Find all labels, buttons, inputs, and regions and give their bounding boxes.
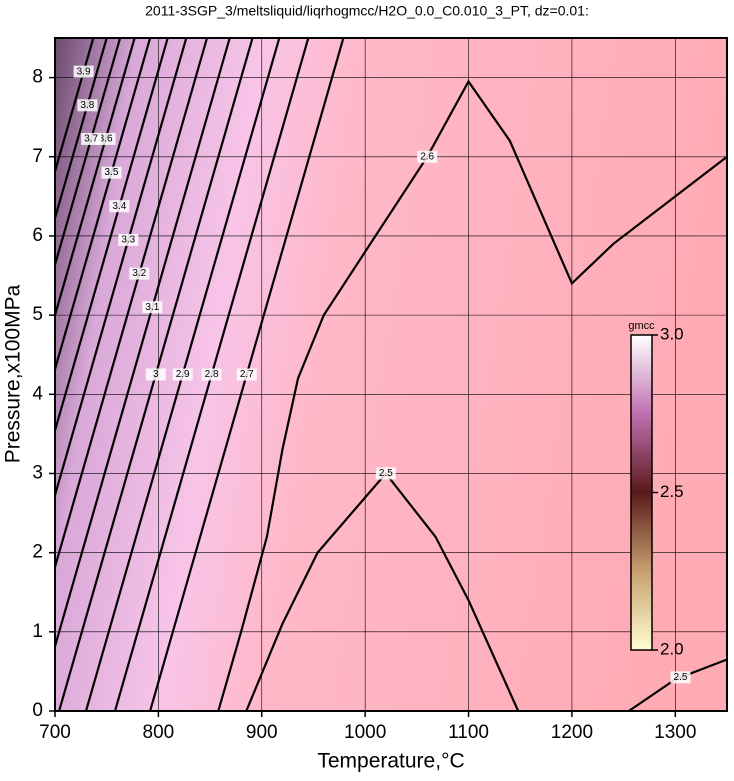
plot-background: [55, 38, 727, 711]
y-tick-label: 6: [32, 225, 43, 246]
contour-label: 2.5: [379, 468, 393, 479]
contour-label: 2.7: [240, 369, 254, 380]
contour-line: [55, 38, 188, 500]
y-tick-label: 3: [32, 462, 43, 483]
y-axis-label: Pressure,x100MPa: [2, 284, 25, 463]
contour-labels: 2.5 2.5 2.6 2.7 2.8 2.9 3 3.1 3.2 3.3 3.4 3.5 3.63.7…: [73, 65, 691, 684]
x-tick-label: 900: [246, 722, 278, 743]
y-tick-label: 8: [32, 67, 43, 88]
colorbar-label: gmcc: [628, 320, 655, 332]
contours: [55, 38, 727, 711]
contour-label: 3.1: [145, 302, 159, 313]
colorbar: gmcc 2.0 2.5 3.0: [628, 320, 683, 659]
y-tick-label: 1: [32, 621, 43, 642]
contour-line: [55, 38, 95, 176]
contour-label: 3.8: [80, 100, 94, 111]
y-tick-label: 5: [32, 304, 43, 325]
contour-label: 2.6: [420, 151, 434, 162]
x-axis-label: Temperature,°C: [317, 750, 464, 773]
contour-line: [55, 38, 136, 320]
colorbar-tick-label: 2.0: [660, 639, 684, 658]
colorbar-tick-label: 2.5: [660, 482, 684, 501]
colorbar-tick-label: 3.0: [660, 324, 684, 343]
contour-label: 3.6: [99, 134, 113, 145]
chart-title: 2011-3SGP_3/meltsliquid/liqrhogmcc/H2O_0…: [145, 3, 589, 19]
y-tick-label: 7: [32, 146, 43, 167]
contour-line: [55, 38, 231, 651]
x-tick-label: 1100: [448, 722, 489, 743]
contour-label: 2.5: [674, 672, 688, 683]
contour-line: [55, 38, 108, 222]
contour-label: 3.5: [104, 167, 118, 178]
colorbar-scale: [630, 334, 653, 651]
contour-line: [55, 38, 169, 435]
plot-frame: [54, 37, 728, 712]
contour-label: 3.2: [132, 268, 146, 279]
y-tick-label: 4: [32, 383, 43, 404]
y-tick-label: 2: [32, 542, 43, 563]
x-tick-label: 700: [39, 722, 71, 743]
y-tick-label: 0: [32, 700, 43, 721]
x-tick-label: 1300: [654, 722, 696, 743]
contour-label: 2.8: [205, 369, 219, 380]
x-tick-label: 1000: [344, 722, 386, 743]
contour-label: 3.4: [112, 201, 126, 212]
contour-label: 3: [153, 369, 159, 380]
contour-line: [55, 38, 152, 374]
x-tick-label: 1200: [551, 722, 593, 743]
contour-label: 3.7: [84, 134, 98, 145]
x-tick-label: 800: [143, 722, 175, 743]
contour-line: [55, 38, 209, 571]
contour-label: 3.3: [121, 235, 135, 246]
contour-line: [55, 38, 122, 269]
contour-label: 3.9: [77, 66, 91, 77]
contour-label: 2.9: [176, 369, 190, 380]
